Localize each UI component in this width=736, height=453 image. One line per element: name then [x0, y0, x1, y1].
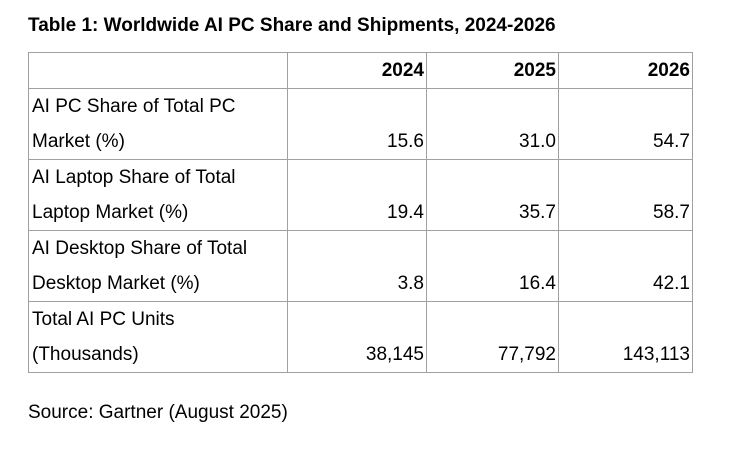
header-cell	[28, 52, 288, 89]
header-cell: 2024	[287, 52, 427, 89]
cell: 3.8	[287, 230, 427, 302]
cell: 38,145	[287, 301, 427, 373]
table-row: AI Desktop Share of Total Desktop Market…	[28, 230, 693, 302]
header-cell: 2026	[558, 52, 693, 89]
ai-pc-table: 2024 2025 2026 AI PC Share of Total PC M…	[28, 52, 693, 373]
row-label: Total AI PC Units (Thousands)	[28, 301, 288, 373]
row-label: AI Laptop Share of Total Laptop Market (…	[28, 159, 288, 231]
header-row: 2024 2025 2026	[28, 52, 693, 89]
cell: 143,113	[558, 301, 693, 373]
cell: 54.7	[558, 88, 693, 160]
cell: 35.7	[426, 159, 559, 231]
table-row: AI Laptop Share of Total Laptop Market (…	[28, 159, 693, 231]
cell: 31.0	[426, 88, 559, 160]
table-row: AI PC Share of Total PC Market (%) 15.6 …	[28, 88, 693, 160]
row-label: AI PC Share of Total PC Market (%)	[28, 88, 288, 160]
source-note: Source: Gartner (August 2025)	[28, 402, 288, 423]
cell: 42.1	[558, 230, 693, 302]
header-cell: 2025	[426, 52, 559, 89]
cell: 15.6	[287, 88, 427, 160]
table-row: Total AI PC Units (Thousands) 38,145 77,…	[28, 301, 693, 373]
cell: 58.7	[558, 159, 693, 231]
cell: 77,792	[426, 301, 559, 373]
cell: 16.4	[426, 230, 559, 302]
row-label: AI Desktop Share of Total Desktop Market…	[28, 230, 288, 302]
cell: 19.4	[287, 159, 427, 231]
table-title: Table 1: Worldwide AI PC Share and Shipm…	[28, 15, 556, 36]
